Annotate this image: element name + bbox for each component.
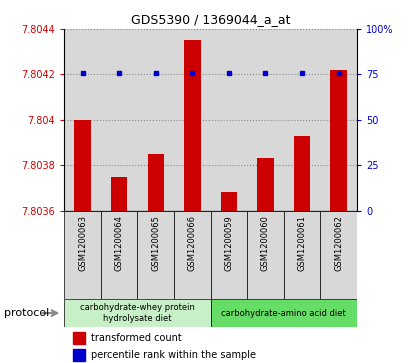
- Bar: [184, 40, 200, 211]
- Text: carbohydrate-amino acid diet: carbohydrate-amino acid diet: [221, 309, 346, 318]
- Bar: [101, 29, 137, 211]
- Text: GSM1200062: GSM1200062: [334, 215, 343, 271]
- Bar: [211, 211, 247, 299]
- Bar: [257, 158, 274, 211]
- Bar: [111, 176, 127, 211]
- Bar: [284, 29, 320, 211]
- Bar: [294, 136, 310, 211]
- Text: GSM1200066: GSM1200066: [188, 215, 197, 271]
- Bar: [320, 29, 357, 211]
- Bar: [330, 70, 347, 211]
- Bar: [211, 29, 247, 211]
- Bar: [210, 299, 357, 327]
- Text: GSM1200065: GSM1200065: [151, 215, 160, 271]
- Text: GSM1200059: GSM1200059: [225, 215, 233, 271]
- Bar: [147, 154, 164, 211]
- Bar: [247, 211, 284, 299]
- Bar: [174, 29, 211, 211]
- Text: carbohydrate-whey protein
hydrolysate diet: carbohydrate-whey protein hydrolysate di…: [80, 303, 195, 323]
- Bar: [73, 332, 85, 344]
- Bar: [74, 120, 91, 211]
- Bar: [137, 211, 174, 299]
- Bar: [64, 299, 210, 327]
- Text: percentile rank within the sample: percentile rank within the sample: [90, 350, 256, 360]
- Text: transformed count: transformed count: [90, 333, 181, 343]
- Text: GSM1200060: GSM1200060: [261, 215, 270, 271]
- Bar: [221, 192, 237, 211]
- Bar: [73, 349, 85, 361]
- Bar: [247, 29, 284, 211]
- Bar: [64, 211, 101, 299]
- Bar: [320, 211, 357, 299]
- Bar: [174, 211, 211, 299]
- Text: GSM1200064: GSM1200064: [115, 215, 124, 271]
- Bar: [64, 29, 101, 211]
- Bar: [101, 211, 137, 299]
- Bar: [284, 211, 320, 299]
- Title: GDS5390 / 1369044_a_at: GDS5390 / 1369044_a_at: [131, 13, 290, 26]
- Bar: [137, 29, 174, 211]
- Text: GSM1200061: GSM1200061: [298, 215, 307, 271]
- Text: protocol: protocol: [4, 308, 49, 318]
- Text: GSM1200063: GSM1200063: [78, 215, 87, 271]
